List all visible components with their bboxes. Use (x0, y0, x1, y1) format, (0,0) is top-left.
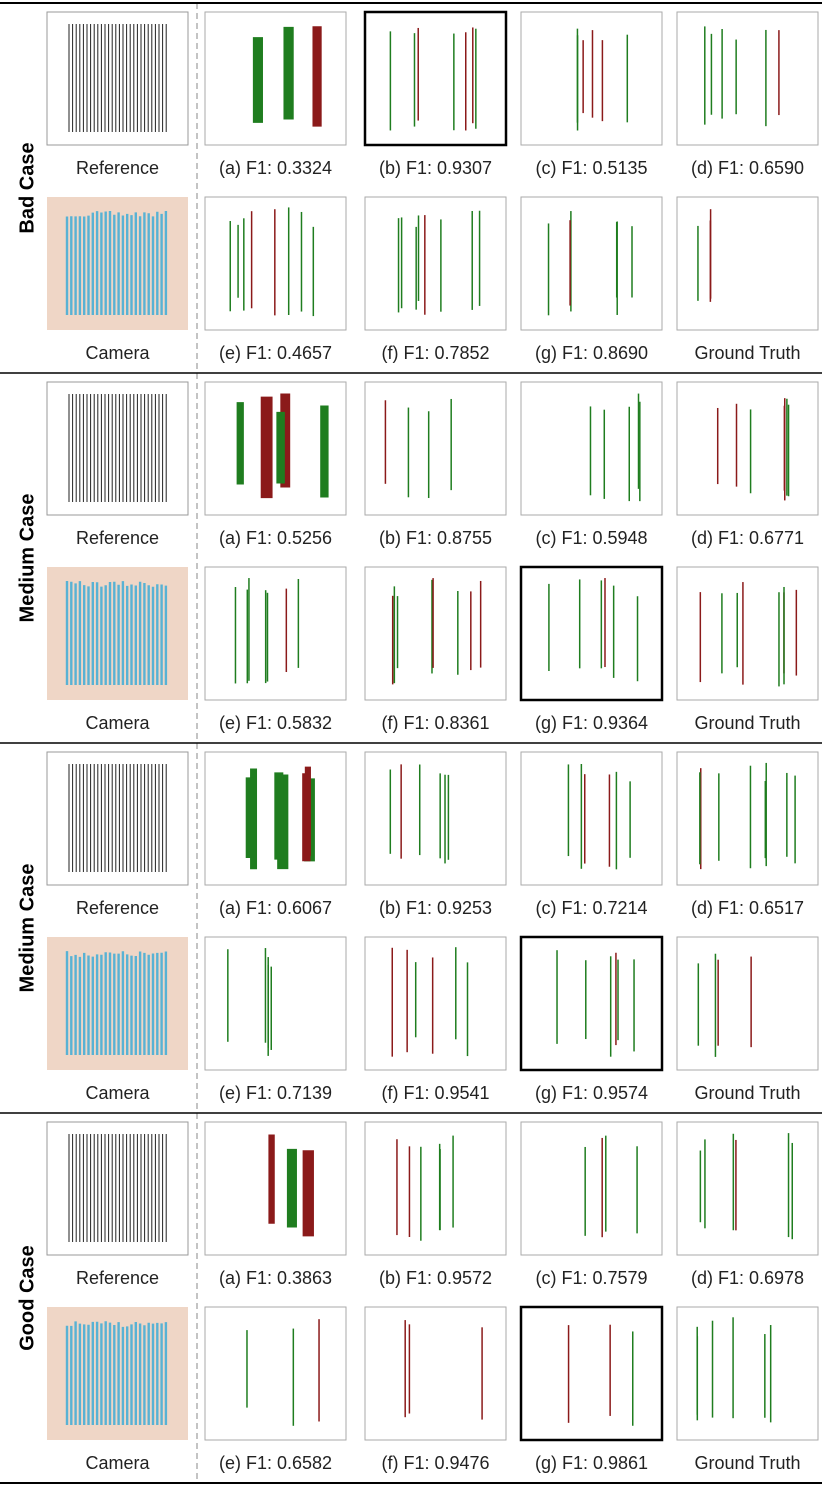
result-panel (521, 197, 662, 330)
reference-image (47, 1122, 188, 1255)
panel-caption: Ground Truth (694, 1453, 800, 1473)
panel-caption: (e) F1: 0.5832 (219, 713, 332, 733)
panel-caption: (a) F1: 0.3324 (219, 158, 332, 178)
panel-caption: (c) F1: 0.7214 (535, 898, 647, 918)
result-panel (521, 752, 662, 885)
panel-caption: (b) F1: 0.9572 (379, 1268, 492, 1288)
panel-caption: (f) F1: 0.8361 (381, 713, 489, 733)
result-panel (205, 1122, 346, 1255)
result-panel (365, 567, 506, 700)
source-caption: Reference (76, 898, 159, 918)
result-panel (677, 12, 818, 145)
panel-caption: (d) F1: 0.6771 (691, 528, 804, 548)
result-panel (205, 567, 346, 700)
panel-caption: (f) F1: 0.7852 (381, 343, 489, 363)
panel-caption: (b) F1: 0.9253 (379, 898, 492, 918)
result-panel (365, 752, 506, 885)
panel-caption: (e) F1: 0.4657 (219, 343, 332, 363)
panel-caption: (d) F1: 0.6978 (691, 1268, 804, 1288)
result-panel (205, 12, 346, 145)
result-panel (365, 937, 506, 1070)
panel-caption: (d) F1: 0.6517 (691, 898, 804, 918)
panel-caption: (a) F1: 0.6067 (219, 898, 332, 918)
figure: Bad Case Reference (a) F1: 0.3324 (b) F1: 0… (0, 0, 822, 1487)
result-panel (677, 1122, 818, 1255)
panel-caption: (b) F1: 0.8755 (379, 528, 492, 548)
panel-caption: (c) F1: 0.5948 (535, 528, 647, 548)
result-panel (521, 1122, 662, 1255)
source-caption: Camera (85, 713, 150, 733)
source-caption: Camera (85, 343, 150, 363)
panel-caption: (a) F1: 0.3863 (219, 1268, 332, 1288)
panel-caption: (a) F1: 0.5256 (219, 528, 332, 548)
result-panel (365, 1122, 506, 1255)
panel-caption: (f) F1: 0.9476 (381, 1453, 489, 1473)
result-panel (521, 937, 662, 1070)
result-panel (677, 1307, 818, 1440)
source-caption: Camera (85, 1083, 150, 1103)
panel-caption: (e) F1: 0.6582 (219, 1453, 332, 1473)
reference-image (47, 752, 188, 885)
result-panel (521, 382, 662, 515)
result-panel (677, 752, 818, 885)
result-panel (521, 12, 662, 145)
panel-caption: Ground Truth (694, 343, 800, 363)
result-panel (521, 1307, 662, 1440)
reference-image (47, 382, 188, 515)
panel-caption: (d) F1: 0.6590 (691, 158, 804, 178)
result-panel (365, 197, 506, 330)
source-caption: Reference (76, 158, 159, 178)
result-panel (205, 937, 346, 1070)
row-label: Medium Case (16, 494, 38, 623)
row-label: Bad Case (16, 142, 38, 233)
reference-image (47, 12, 188, 145)
panel-caption: (g) F1: 0.9861 (535, 1453, 648, 1473)
source-caption: Camera (85, 1453, 150, 1473)
panel-caption: (g) F1: 0.9364 (535, 713, 648, 733)
result-panel (677, 382, 818, 515)
result-panel (205, 1307, 346, 1440)
panel-caption: (g) F1: 0.8690 (535, 343, 648, 363)
source-caption: Reference (76, 528, 159, 548)
source-caption: Reference (76, 1268, 159, 1288)
panel-caption: Ground Truth (694, 1083, 800, 1103)
panel-caption: (g) F1: 0.9574 (535, 1083, 648, 1103)
row-label: Medium Case (16, 864, 38, 993)
result-panel (521, 567, 662, 700)
panel-caption: (e) F1: 0.7139 (219, 1083, 332, 1103)
row-label: Good Case (16, 1245, 38, 1351)
panel-caption: (c) F1: 0.7579 (535, 1268, 647, 1288)
panel-caption: Ground Truth (694, 713, 800, 733)
result-panel (365, 1307, 506, 1440)
panel-caption: (c) F1: 0.5135 (535, 158, 647, 178)
result-panel (365, 12, 506, 145)
panel-caption: (f) F1: 0.9541 (381, 1083, 489, 1103)
panel-caption: (b) F1: 0.9307 (379, 158, 492, 178)
